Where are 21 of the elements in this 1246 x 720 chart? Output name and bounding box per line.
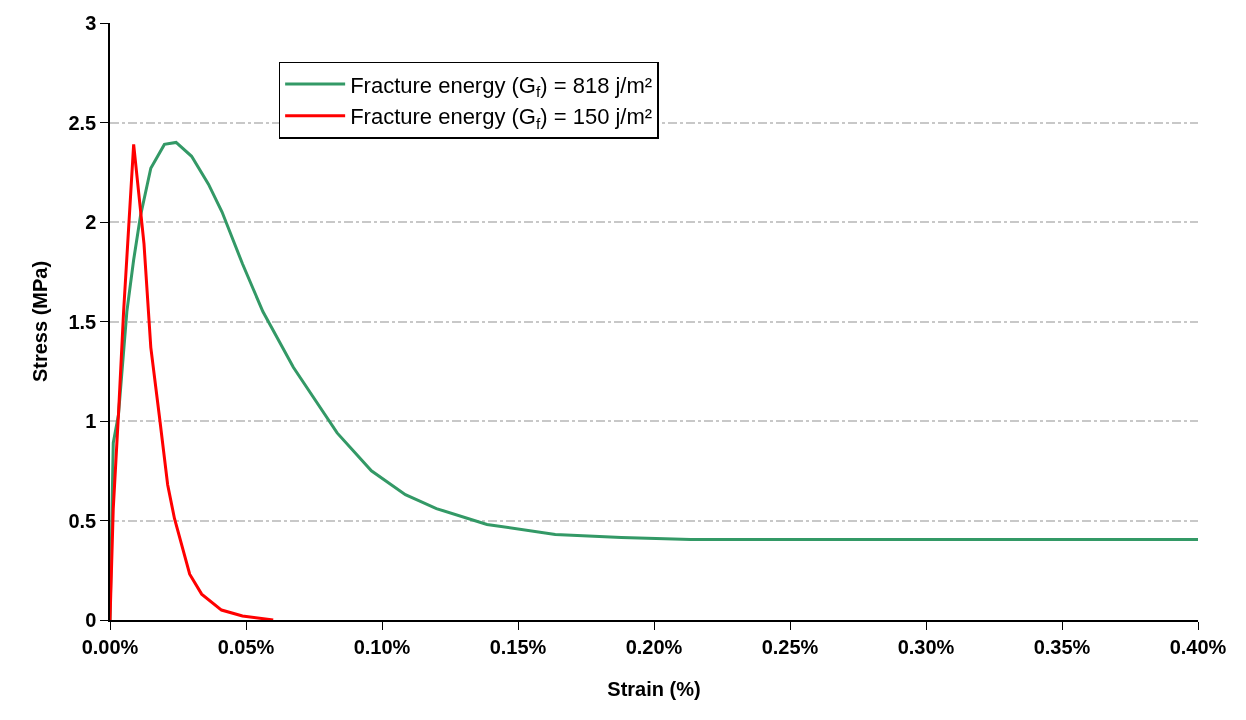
x-tick-label: 0.10% — [353, 635, 411, 658]
legend-label: Fracture energy (G$_{f}$) = 150 j/m² — [350, 104, 653, 132]
y-tick-label: 0 — [85, 609, 97, 631]
x-axis-title: Strain (%) — [607, 677, 701, 700]
x-tick-label: 0.05% — [217, 635, 275, 658]
x-tick-label: 0.40% — [1169, 635, 1227, 658]
y-tick-label: 2 — [85, 211, 97, 233]
y-tick-label: 3 — [85, 12, 97, 34]
y-tick-label: 1.5 — [68, 310, 97, 333]
y-tick-label: 2.5 — [68, 111, 97, 134]
legend-label: Fracture energy (G$_{f}$) = 818 j/m² — [350, 72, 653, 101]
x-tick-label: 0.00% — [81, 635, 139, 658]
x-tick-label: 0.25% — [761, 635, 819, 658]
x-tick-label: 0.30% — [897, 635, 955, 658]
y-tick-label: 0.5 — [68, 509, 97, 532]
x-tick-label: 0.15% — [489, 635, 547, 658]
x-tick-label: 0.20% — [625, 635, 683, 658]
x-tick-label: 0.35% — [1033, 635, 1091, 658]
line-series — [110, 142, 275, 620]
y-axis-title: Stress (MPa) — [29, 260, 52, 383]
y-tick-label: 1 — [85, 410, 97, 432]
